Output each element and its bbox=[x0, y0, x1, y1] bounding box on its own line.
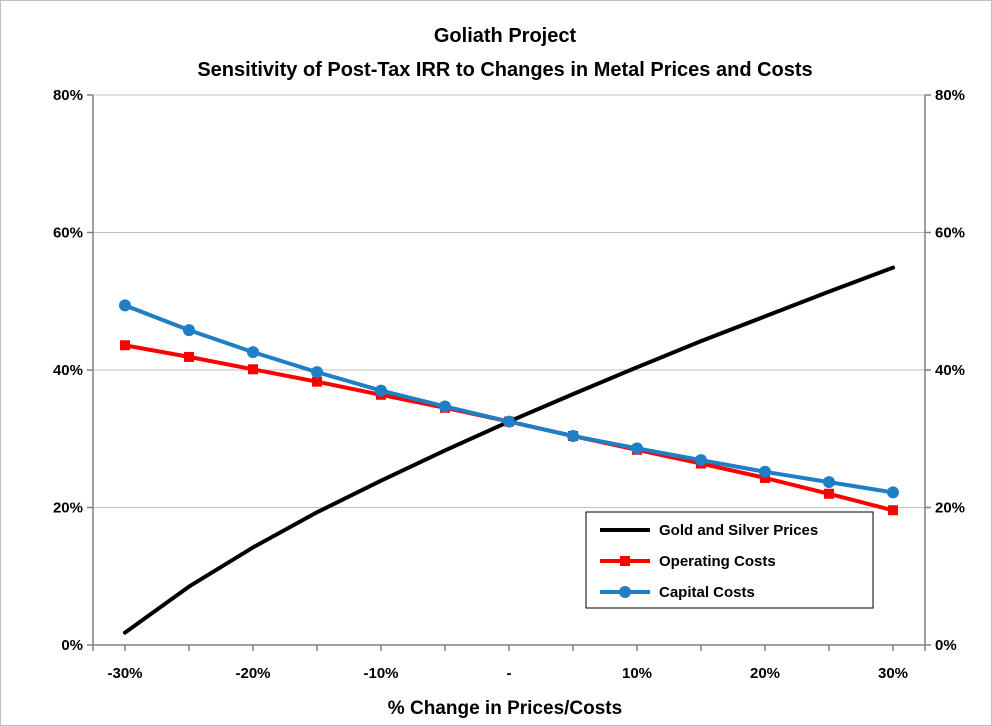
data-point-circle bbox=[311, 366, 323, 379]
legend-label-1: Operating Costs bbox=[659, 553, 776, 570]
legend-marker-circle bbox=[619, 586, 631, 598]
data-point-square bbox=[120, 340, 130, 351]
data-point-square bbox=[888, 505, 898, 516]
y-tick-label-left: 20% bbox=[53, 500, 83, 517]
y-tick-label-left: 0% bbox=[61, 637, 83, 654]
x-tick-label: -10% bbox=[363, 665, 398, 682]
data-point-circle bbox=[375, 384, 387, 397]
series-lines bbox=[119, 265, 899, 635]
data-point-square bbox=[824, 488, 834, 499]
legend-label-2: Capital Costs bbox=[659, 584, 755, 601]
y-tick-label-left: 80% bbox=[53, 87, 83, 104]
axes bbox=[87, 94, 931, 651]
gridlines bbox=[93, 94, 925, 508]
data-point-circle bbox=[887, 486, 899, 499]
data-point-circle bbox=[823, 476, 835, 489]
data-point-circle bbox=[695, 454, 707, 467]
legend: Gold and Silver Prices Operating Costs Cap… bbox=[585, 511, 874, 609]
data-point-square bbox=[248, 364, 258, 375]
data-point-square bbox=[760, 472, 770, 483]
x-tick-label: - bbox=[507, 665, 512, 682]
legend-label-0: Gold and Silver Prices bbox=[659, 522, 818, 539]
data-point-circle bbox=[183, 324, 195, 337]
y-tick-label-right: 40% bbox=[935, 362, 965, 379]
x-tick-label: -20% bbox=[235, 665, 270, 682]
data-point-square bbox=[312, 376, 322, 387]
data-point-circle bbox=[439, 400, 451, 413]
x-tick-label: 10% bbox=[622, 665, 652, 682]
x-tick-label: -30% bbox=[107, 665, 142, 682]
y-tick-label-left: 40% bbox=[53, 362, 83, 379]
y-tick-label-right: 60% bbox=[935, 225, 965, 242]
data-point-circle bbox=[503, 415, 515, 428]
data-point-circle bbox=[759, 465, 771, 478]
y-tick-label-right: 0% bbox=[935, 637, 957, 654]
series-line-2 bbox=[123, 303, 895, 495]
data-point-square bbox=[184, 351, 194, 362]
chart-subtitle: Sensitivity of Post-Tax IRR to Changes i… bbox=[197, 59, 812, 81]
x-axis-title: % Change in Prices/Costs bbox=[388, 698, 622, 719]
x-tick-label: 20% bbox=[750, 665, 780, 682]
chart-title: Goliath Project bbox=[434, 25, 577, 47]
data-point-circle bbox=[567, 430, 579, 442]
y-tick-label-left: 60% bbox=[53, 225, 83, 242]
x-tick-label: 30% bbox=[878, 665, 908, 682]
y-tick-label-right: 80% bbox=[935, 87, 965, 104]
data-point-circle bbox=[119, 299, 131, 312]
y-tick-label-right: 20% bbox=[935, 500, 965, 517]
tick-labels: 0% 0%20% 20%40% 40%60% 60%80% 80%-30% -20% -10%… bbox=[53, 87, 965, 682]
legend-marker-square bbox=[620, 556, 630, 566]
data-point-circle bbox=[631, 442, 643, 455]
data-point-circle bbox=[247, 346, 259, 359]
